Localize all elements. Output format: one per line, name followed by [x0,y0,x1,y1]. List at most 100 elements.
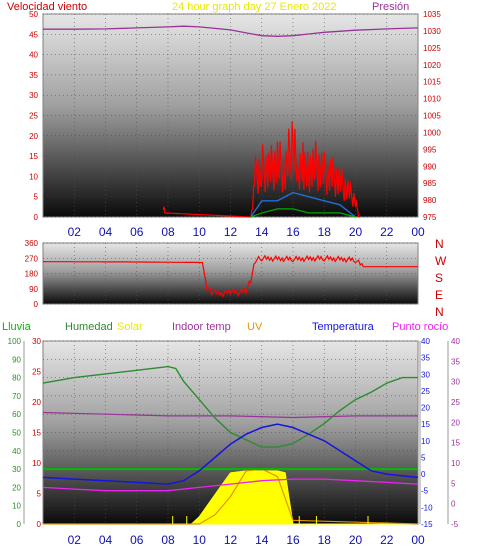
humidity-y-tick-label: 30 [12,465,21,474]
legend-rain: Lluvia [2,321,32,333]
indoor-temp-line [42,411,418,419]
legend-dew-point: Punto rocío [392,321,448,333]
wind-y-tick-label: 20 [29,132,38,141]
weather-x-tick-label: 20 [349,533,363,547]
direction-label-s: S [435,271,443,285]
wind-x-tick-label: 14 [255,225,269,239]
weather-x-tick-label: 22 [380,533,394,547]
humidity-y-tick-label: 70 [12,392,21,401]
humidity-y-tick-label: 20 [12,483,21,492]
pressure-y-tick-label: 1000 [423,128,441,137]
pressure-label: Presión [372,1,409,13]
wind-x-tick-label: 06 [130,225,144,239]
legend-solar: Solar [117,321,143,333]
weather-x-tick-label: 16 [286,533,300,547]
graph-title: 24 hour graph day 27 Enero 2022 [172,1,337,13]
temperature-y-tick-label: 40 [421,337,430,346]
humidity-y-tick-label: 10 [12,502,21,511]
weather-x-tick-label: 14 [255,533,269,547]
humidity-y-tick-label: 0 [17,520,22,529]
direction-label-n-bottom: N [435,305,444,319]
legend-indoor-temp: Indoor temp [172,321,231,333]
rain-y-tick-label: 10 [32,459,41,468]
direction-y-tick-label: 270 [25,254,39,263]
temperature-y-tick-label: 5 [421,453,426,462]
wind-axis-strip [43,218,418,240]
humidity-y-tick-label: 100 [8,337,22,346]
direction-label-w: W [435,254,447,268]
weather-x-tick-label: 08 [161,533,175,547]
temperature-y-tick-label: -5 [421,487,429,496]
wind-y-tick-label: 50 [29,10,38,19]
humidity-y-tick-label: 40 [12,447,21,456]
weather-x-tick-label: 06 [130,533,144,547]
axes-layer: 0510152025303540455097598098599099510001… [8,10,461,547]
pressure-y-tick-label: 990 [423,162,437,171]
weather-x-tick-label: 00 [411,533,425,547]
dew-point-y-tick-label: 0 [451,500,456,509]
temperature-y-tick-label: 0 [421,470,426,479]
wind-direction-line [43,254,418,298]
direction-label-e: E [435,288,443,302]
dew-point-y-tick-label: 5 [451,479,456,488]
dew-point-y-tick-label: -5 [451,520,459,529]
pressure-y-tick-label: 1015 [423,78,441,87]
humidity-y-tick-label: 90 [12,355,21,364]
dew-point-y-tick-label: 25 [451,398,460,407]
wind-x-tick-label: 04 [99,225,113,239]
rain-y-tick-label: 0 [37,520,42,529]
wind-y-tick-label: 0 [34,213,39,222]
pressure-y-tick-label: 1005 [423,112,441,121]
humidity-y-tick-label: 50 [12,429,21,438]
humidity-line [42,365,418,448]
wind-x-tick-label: 12 [224,225,238,239]
pressure-y-tick-label: 1030 [423,27,441,36]
dew-point-y-tick-label: 40 [451,337,460,346]
pressure-y-tick-label: 995 [423,145,437,154]
legend-temperature: Temperatura [312,321,375,333]
wind-average-line [250,191,356,218]
temperature-y-tick-label: -10 [421,503,433,512]
temperature-y-tick-label: 10 [421,437,430,446]
uv-line [43,468,419,525]
wind-y-tick-label: 35 [29,71,38,80]
pressure-y-tick-label: 975 [423,213,437,222]
dew-point-y-tick-label: 10 [451,459,460,468]
rain-y-tick-label: 30 [32,337,41,346]
wind-y-tick-label: 15 [29,152,38,161]
pressure-y-tick-label: 1035 [423,10,441,19]
pressure-y-tick-label: 1025 [423,44,441,53]
temperature-y-tick-label: 20 [421,404,430,413]
direction-label-n-top: N [435,237,444,251]
pressure-y-tick-label: 985 [423,179,437,188]
dew-point-line [42,478,419,492]
pressure-y-tick-label: 1020 [423,61,441,70]
wind-gust-line [162,121,360,218]
weather-x-tick-label: 18 [318,533,332,547]
pressure-y-tick-label: 980 [423,196,437,205]
wind-speed-label: Velocidad viento [7,1,87,13]
wind-y-tick-label: 45 [29,30,38,39]
temperature-y-tick-label: 25 [421,387,430,396]
pressure-y-tick-label: 1010 [423,95,441,104]
dew-point-y-tick-label: 20 [451,418,460,427]
wind-x-tick-label: 00 [411,225,425,239]
direction-y-tick-label: 180 [25,270,39,279]
wind-x-tick-label: 08 [161,225,175,239]
pressure-line [43,25,419,37]
wind-x-tick-label: 10 [193,225,207,239]
series-layer [42,25,419,525]
temperature-y-tick-label: -15 [421,520,433,529]
weather-x-tick-label: 12 [224,533,238,547]
humidity-y-tick-label: 80 [12,374,21,383]
wind-y-tick-label: 5 [34,193,39,202]
dew-point-y-tick-label: 15 [451,439,460,448]
wind-y-tick-label: 30 [29,91,38,100]
wind-y-tick-label: 25 [29,112,38,121]
weather-axis-strip [43,525,418,547]
rain-y-tick-label: 25 [32,368,41,377]
direction-y-tick-label: 90 [29,285,38,294]
legend-uv: UV [247,321,263,333]
weather-x-tick-label: 04 [99,533,113,547]
wind-x-tick-label: 20 [349,225,363,239]
